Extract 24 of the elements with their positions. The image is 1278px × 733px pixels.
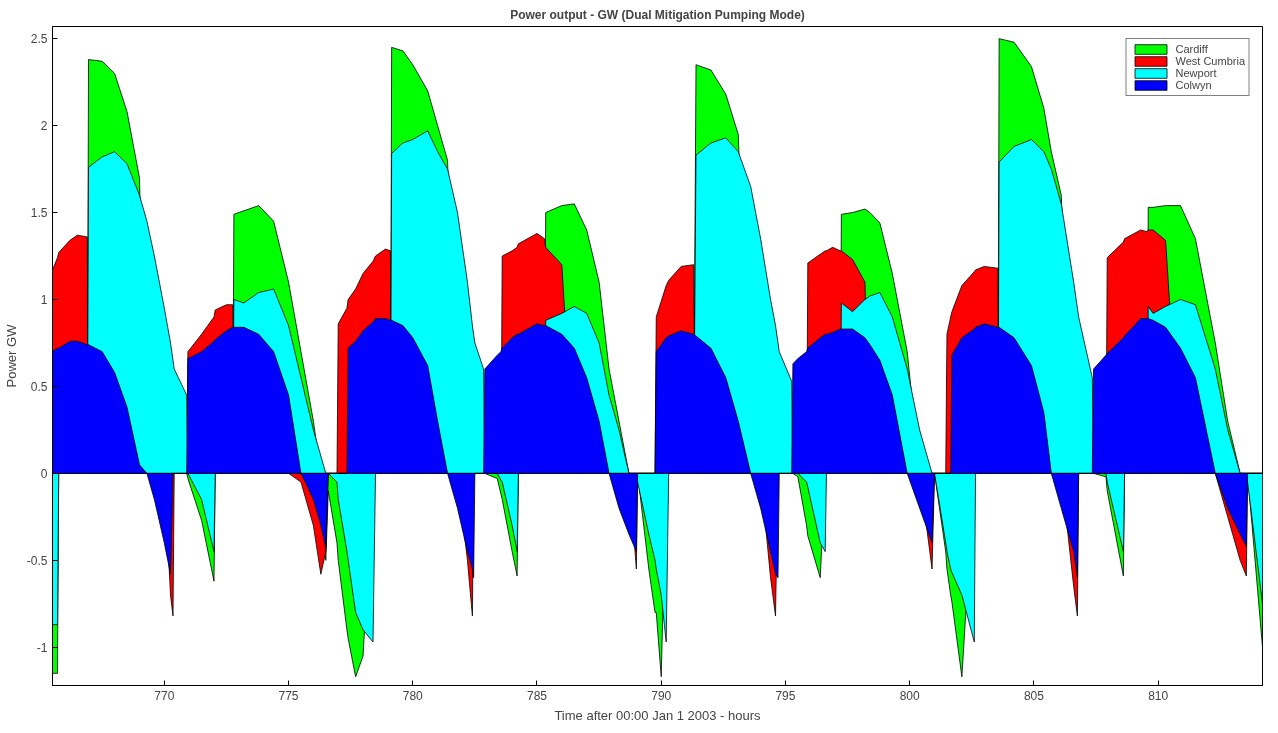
y-tick-label: 0 — [40, 466, 48, 481]
x-tick-label: 775 — [278, 688, 299, 703]
legend-label: Colwyn — [1175, 79, 1212, 91]
x-axis-title: Time after 00:00 Jan 1 2003 - hours — [554, 707, 762, 723]
x-tick-label: 810 — [1148, 688, 1169, 703]
x-tick-label: 790 — [651, 688, 672, 703]
y-tick-label: 2 — [40, 119, 48, 134]
chart-title: Power output - GW (Dual Mitigation Pumping Mode) — [510, 7, 805, 22]
y-tick-label: 0.5 — [30, 379, 48, 394]
x-tick-label: 805 — [1023, 688, 1045, 703]
x-tick-label: 800 — [899, 688, 921, 703]
y-tick-label: -0.5 — [26, 553, 48, 568]
y-tick-label: 2.5 — [30, 32, 48, 47]
x-tick-label: 795 — [775, 688, 796, 703]
x-tick-label: 770 — [154, 688, 175, 703]
x-tick-label: 780 — [402, 688, 424, 703]
legend-label: Cardiff — [1175, 43, 1208, 55]
legend-label: Newport — [1175, 67, 1217, 79]
y-axis-title: Power GW — [3, 323, 19, 388]
y-tick-label: 1 — [40, 292, 48, 307]
y-tick-label: -1 — [36, 640, 48, 655]
legend-label: West Cumbria — [1175, 55, 1245, 67]
y-tick-label: 1.5 — [30, 206, 48, 221]
x-tick-label: 785 — [526, 688, 548, 703]
